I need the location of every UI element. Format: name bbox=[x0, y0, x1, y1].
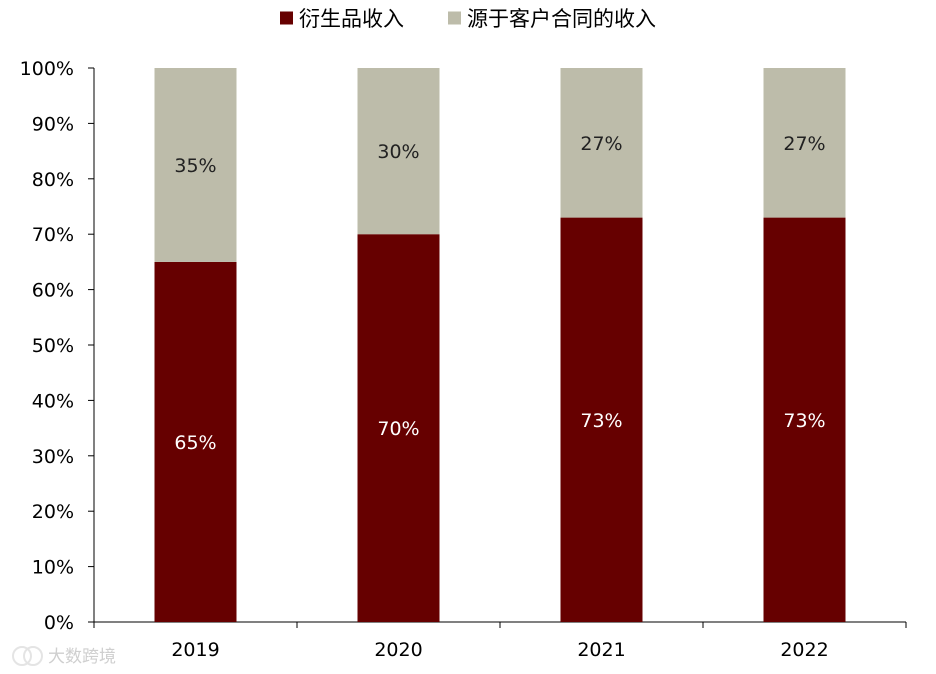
y-tick-label: 70% bbox=[32, 224, 74, 246]
y-tick-label: 40% bbox=[32, 390, 74, 412]
legend-label: 源于客户合同的收入 bbox=[467, 7, 656, 31]
y-tick-label: 90% bbox=[32, 113, 74, 135]
watermark: 大数跨境 bbox=[12, 646, 116, 667]
x-tick-label: 2022 bbox=[780, 639, 828, 661]
data-label: 27% bbox=[783, 133, 825, 155]
x-tick-label: 2019 bbox=[171, 639, 219, 661]
legend: 衍生品收入 源于客户合同的收入 bbox=[280, 7, 656, 31]
y-tick-label: 50% bbox=[32, 335, 74, 357]
x-tick-label: 2021 bbox=[577, 639, 625, 661]
bar-segment bbox=[560, 217, 643, 622]
brand-logo-icon bbox=[12, 646, 43, 666]
legend-swatch bbox=[280, 11, 293, 25]
bar-segment bbox=[763, 217, 846, 622]
axes: 0% 10% 20% 30% 40% 50% 60% 70% 80% 90% 100% 2019 202… bbox=[20, 58, 907, 661]
y-tick-label: 0% bbox=[44, 612, 74, 634]
data-label: 65% bbox=[174, 432, 216, 454]
legend-swatch bbox=[448, 11, 461, 25]
data-label: 70% bbox=[377, 418, 419, 440]
x-tick-label: 2020 bbox=[374, 639, 422, 661]
data-label: 27% bbox=[580, 133, 622, 155]
bar-segment bbox=[357, 234, 440, 622]
y-tick-label: 80% bbox=[32, 169, 74, 191]
y-tick-label: 10% bbox=[32, 557, 74, 579]
bar-segment bbox=[560, 68, 643, 218]
bar-segment bbox=[154, 261, 237, 622]
data-label: 30% bbox=[377, 141, 419, 163]
data-label: 35% bbox=[174, 155, 216, 177]
y-tick-label: 100% bbox=[20, 58, 74, 80]
data-label: 73% bbox=[580, 410, 622, 432]
y-tick-label: 60% bbox=[32, 280, 74, 302]
bar-segment bbox=[154, 68, 237, 262]
watermark-text: 大数跨境 bbox=[48, 647, 116, 667]
bar-segment bbox=[357, 68, 440, 235]
bar-segment bbox=[763, 68, 846, 218]
bars bbox=[154, 68, 846, 622]
y-tick-label: 20% bbox=[32, 501, 74, 523]
data-labels: 65% 35% 70% 30% 73% 27% 73% 27% bbox=[174, 133, 825, 454]
data-label: 73% bbox=[783, 410, 825, 432]
legend-label: 衍生品收入 bbox=[299, 7, 404, 31]
y-tick-label: 30% bbox=[32, 446, 74, 468]
